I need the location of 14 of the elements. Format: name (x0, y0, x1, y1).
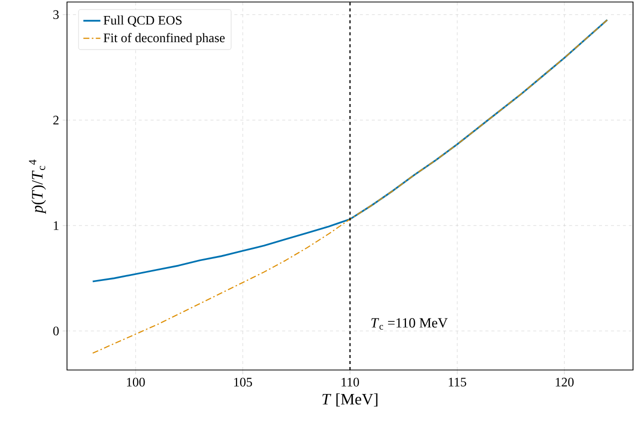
y-tick-label: 0 (53, 326, 59, 336)
x-axis-title: T [MeV] (322, 393, 378, 407)
legend-label: Full QCD EOS (104, 16, 182, 27)
y-axis-title: p(T)/T$_{c}$4 (28, 160, 46, 214)
x-tick-label: 120 (556, 378, 574, 387)
y-tick-label: 3 (53, 10, 59, 19)
x-tick-label: 115 (448, 378, 466, 386)
x-tick-label: 110 (342, 378, 359, 387)
x-tick-label: 105 (234, 378, 252, 387)
y-tick-label: 2 (53, 116, 59, 124)
x-tick-label: 100 (127, 378, 145, 387)
annotation: T$_{c}$ =110 MeV (371, 318, 448, 330)
legend-label: Fit of deconfined phase (104, 32, 225, 45)
y-tick-label: 1 (54, 221, 58, 230)
